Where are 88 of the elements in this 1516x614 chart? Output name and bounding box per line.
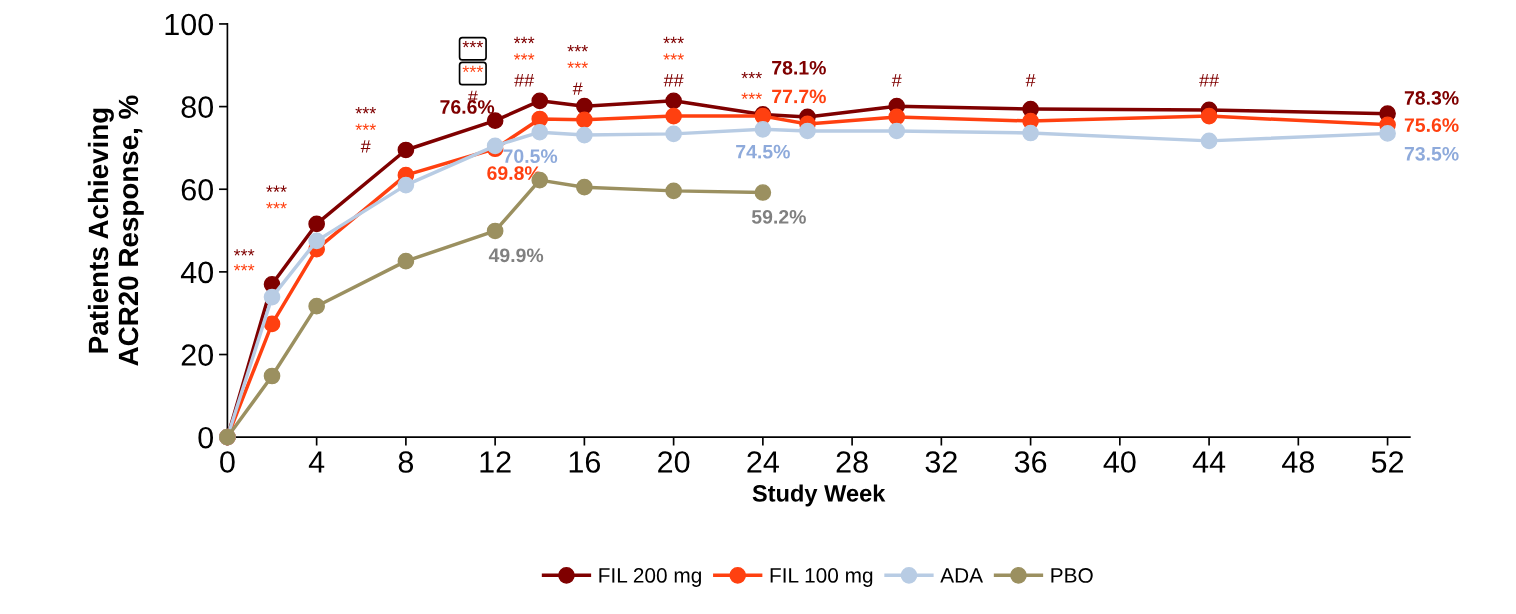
annotation: *** (741, 71, 762, 79)
annotation: *** (567, 61, 588, 68)
annotation: ## (514, 74, 535, 87)
point (263, 315, 281, 333)
point (531, 123, 549, 141)
point (576, 97, 593, 115)
annotation: *** (567, 45, 588, 52)
point (1022, 124, 1039, 142)
data-label: 73.5% (1404, 146, 1459, 161)
data-label: 49.9% (488, 248, 544, 263)
point (1200, 132, 1218, 150)
point (308, 232, 325, 250)
data-label: 78.3% (1404, 91, 1459, 105)
annotation: # (572, 82, 583, 95)
x-tick-label: 40 (1103, 451, 1136, 473)
annotation: ## (1199, 74, 1220, 87)
data-label: 59.2% (751, 209, 806, 224)
legend-label: FIL 200 mg (599, 568, 701, 587)
point (397, 252, 415, 270)
annotation: *** (462, 65, 484, 73)
annotation: *** (355, 123, 376, 130)
annotation: *** (355, 107, 376, 114)
point (263, 367, 281, 385)
point (665, 92, 682, 110)
annotation: *** (266, 185, 287, 192)
point (531, 92, 549, 110)
y-tick-label: 80 (181, 96, 214, 118)
x-tick-label: 8 (398, 451, 414, 473)
point (486, 112, 504, 129)
x-tick-label: 16 (569, 451, 601, 473)
point (576, 178, 593, 196)
point (576, 126, 593, 144)
point (397, 176, 415, 194)
point (665, 182, 682, 200)
annotation: *** (266, 202, 287, 209)
annotation: *** (462, 40, 484, 48)
point (486, 222, 504, 240)
y-tick-label: 60 (181, 178, 214, 201)
x-tick-label: 44 (1192, 451, 1226, 473)
annotation: *** (233, 264, 255, 271)
point (1200, 107, 1218, 125)
x-tick-label: 4 (308, 451, 325, 473)
x-tick-label: 48 (1282, 451, 1314, 473)
annotation: *** (233, 249, 255, 256)
data-label: 74.5% (736, 144, 790, 159)
point (754, 120, 772, 138)
data-label: 77.7% (772, 89, 826, 104)
x-tick-label: 52 (1371, 451, 1404, 473)
annotation: # (360, 140, 371, 153)
x-tick-label: 28 (836, 451, 868, 473)
legend-label: FIL 100 mg (770, 568, 873, 587)
y-tick-label: 20 (181, 344, 214, 366)
point (263, 288, 281, 306)
point (888, 108, 906, 126)
point (888, 122, 906, 140)
y-axis-title: Patients Achieving ACR20 Response, % (87, 95, 144, 366)
x-tick-label: 24 (747, 451, 779, 473)
point (799, 122, 816, 140)
x-tick-label: 36 (1014, 451, 1047, 473)
point (397, 141, 415, 159)
y-tick-label: 0 (198, 426, 214, 449)
y-tick-label: 40 (180, 261, 214, 284)
x-axis-title: Study Week (752, 484, 886, 507)
annotation: # (1025, 74, 1036, 87)
point (665, 125, 682, 143)
legend-label: PBO (1051, 568, 1093, 583)
legend-label: ADA (940, 568, 984, 583)
point (754, 184, 772, 201)
annotation: *** (663, 36, 684, 44)
point (1379, 125, 1396, 142)
data-label: 70.5% (503, 149, 558, 164)
annotation: # (891, 74, 902, 87)
x-tick-label: 0 (220, 451, 235, 473)
data-label: 78.1% (772, 60, 826, 75)
annotation: *** (513, 53, 535, 60)
annotation: ## (663, 74, 684, 87)
point (308, 297, 325, 315)
annotation: *** (663, 53, 684, 60)
x-tick-label: 12 (480, 451, 511, 473)
data-label: 75.6% (1404, 118, 1459, 132)
y-tick-label: 100 (165, 13, 214, 36)
point (308, 215, 325, 233)
point (576, 111, 593, 129)
annotation: *** (741, 92, 762, 99)
annotation: *** (513, 36, 535, 44)
x-tick-label: 20 (658, 451, 690, 473)
x-tick-label: 32 (925, 451, 957, 473)
point (665, 107, 682, 125)
